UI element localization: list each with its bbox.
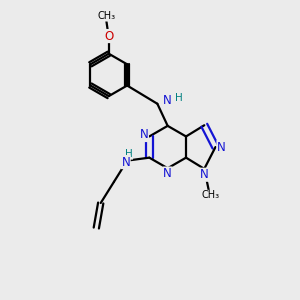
- Text: N: N: [163, 167, 172, 180]
- Text: N: N: [200, 168, 209, 181]
- Text: CH₃: CH₃: [201, 190, 219, 200]
- Text: N: N: [163, 94, 172, 107]
- Text: N: N: [122, 156, 130, 169]
- Text: CH₃: CH₃: [98, 11, 116, 21]
- Text: N: N: [217, 141, 226, 154]
- Text: H: H: [175, 94, 182, 103]
- Text: H: H: [125, 149, 133, 159]
- Text: N: N: [140, 128, 148, 142]
- Text: O: O: [104, 29, 113, 43]
